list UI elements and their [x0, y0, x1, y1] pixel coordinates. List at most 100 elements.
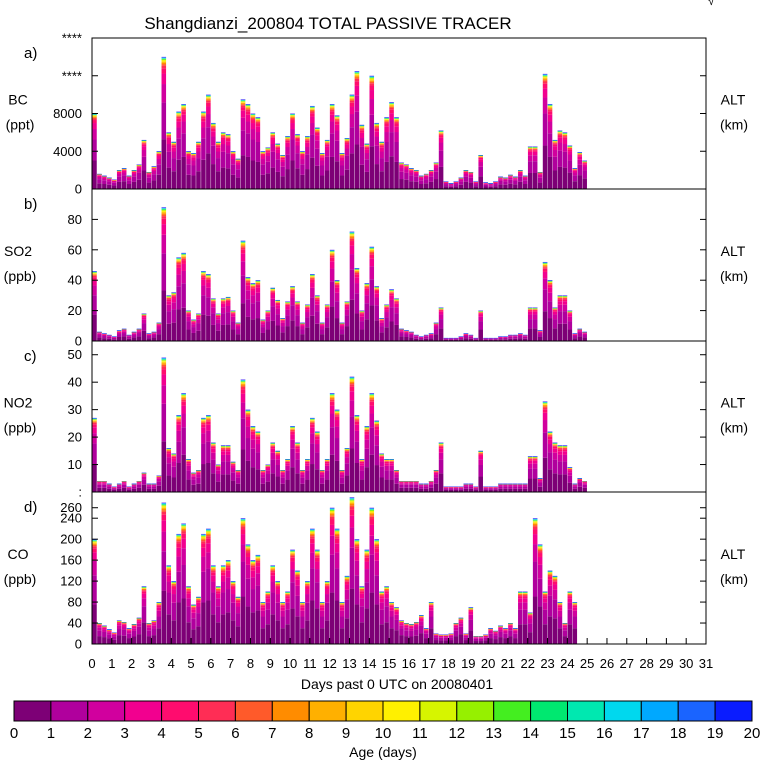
bar-segment — [255, 292, 261, 302]
bar-segment — [295, 315, 300, 327]
bar-segment — [225, 312, 231, 325]
bar-segment — [215, 319, 221, 324]
bar-segment — [379, 171, 384, 189]
bar-segment — [419, 338, 424, 340]
bar-segment — [270, 137, 276, 140]
bar — [433, 322, 439, 341]
panel-tag: a) — [24, 45, 37, 62]
bar-segment — [339, 334, 345, 341]
bar-segment — [275, 325, 280, 341]
bar-segment — [349, 236, 355, 238]
bar-segment — [582, 164, 587, 167]
bar-segment — [433, 164, 439, 165]
bar-segment — [107, 184, 112, 189]
bar-segment — [319, 175, 325, 189]
bar-segment — [92, 421, 97, 422]
bar-segment — [290, 120, 295, 124]
bar-segment — [334, 283, 340, 285]
bar-segment — [310, 123, 315, 135]
bar-segment — [166, 463, 172, 476]
bar-segment — [186, 316, 191, 322]
bar-segment — [557, 304, 563, 312]
bar-segment — [527, 151, 533, 156]
bar-segment — [141, 323, 147, 331]
bar-segment — [522, 336, 528, 338]
bar-segment — [161, 61, 167, 62]
bar-segment — [513, 180, 518, 185]
bar-segment — [126, 336, 132, 338]
bar-segment — [250, 295, 256, 304]
bar-segment — [166, 135, 172, 137]
bar — [399, 328, 404, 341]
bar-segment — [191, 324, 196, 328]
bar — [374, 286, 379, 341]
bar-segment — [369, 79, 375, 81]
bar-segment — [280, 162, 285, 167]
bar-segment — [161, 363, 167, 365]
bar — [126, 175, 132, 189]
bar-segment — [102, 178, 107, 181]
bar-segment — [285, 147, 290, 155]
bar-segment — [215, 147, 221, 152]
bar-segment — [240, 243, 246, 245]
bar-segment — [201, 275, 206, 278]
bar-segment — [483, 339, 488, 340]
bar-segment — [547, 318, 553, 341]
bar-segment — [557, 137, 563, 143]
bar-segment — [270, 320, 276, 341]
bar-segment — [161, 361, 167, 362]
bar — [394, 298, 399, 341]
bar-segment — [201, 285, 206, 296]
bar-segment — [354, 274, 360, 278]
bar-segment — [384, 121, 389, 123]
bar-segment — [176, 127, 181, 139]
bar-segment — [176, 115, 181, 116]
bar-segment — [260, 156, 266, 160]
bar — [235, 158, 241, 189]
bar-segment — [394, 300, 399, 302]
bar-segment — [211, 452, 216, 460]
bar-segment — [552, 310, 558, 312]
bar-segment — [404, 331, 409, 333]
bar-segment — [473, 339, 479, 340]
bar — [186, 459, 191, 492]
bar-segment — [344, 304, 350, 305]
bar-segment — [191, 475, 196, 477]
bar-segment — [206, 97, 211, 99]
bar-segment — [161, 102, 167, 140]
bar-segment — [146, 338, 152, 341]
bar-segment — [186, 174, 191, 189]
bar-segment — [354, 277, 360, 284]
bar-segment — [146, 484, 152, 486]
bar — [186, 151, 191, 189]
bar — [364, 143, 370, 189]
bar — [577, 328, 583, 341]
bar-segment — [503, 184, 508, 189]
bar-segment — [92, 274, 97, 276]
bar-segment — [156, 174, 162, 189]
bar-segment — [97, 179, 102, 184]
bar-segment — [438, 133, 444, 134]
bar-segment — [151, 171, 157, 175]
bar-segment — [394, 123, 399, 127]
bar-segment — [305, 139, 310, 140]
bar — [334, 115, 340, 189]
bar-segment — [92, 160, 97, 189]
bar-segment — [389, 295, 394, 300]
bar-segment — [215, 316, 221, 318]
bar-segment — [547, 107, 553, 109]
bar-segment — [270, 292, 276, 295]
bar-segment — [404, 172, 409, 180]
bar-segment — [305, 142, 310, 148]
bar-segment — [438, 309, 444, 311]
bar-segment — [156, 159, 162, 165]
bar-segment — [250, 160, 256, 189]
bar-segment — [319, 157, 325, 161]
bar-segment — [315, 301, 320, 305]
bar-segment — [255, 301, 261, 319]
bar — [552, 139, 558, 189]
y-tick-label: 8000 — [53, 106, 82, 121]
bar-segment — [116, 484, 122, 486]
bar-segment — [280, 326, 285, 333]
bar-segment — [102, 184, 107, 189]
